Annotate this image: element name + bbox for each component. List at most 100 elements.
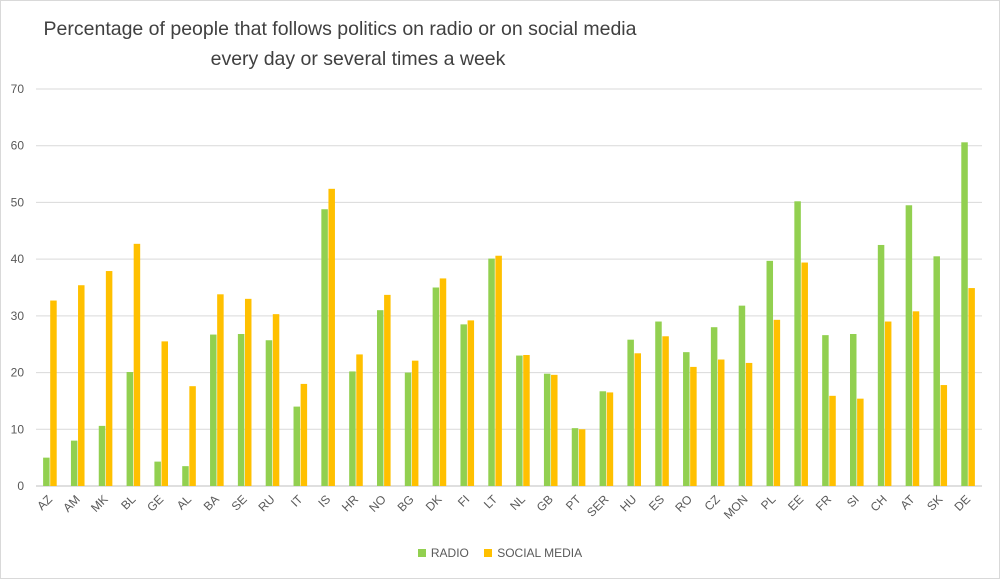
bar-radio-ch	[877, 244, 885, 486]
bar-radio-mon	[738, 305, 746, 486]
x-tick-label: SI	[844, 492, 862, 510]
x-tick-label: SER	[584, 492, 612, 520]
bar-social-media-se	[244, 298, 252, 486]
bar-social-media-mon	[745, 362, 753, 486]
x-tick-label: BL	[118, 492, 139, 513]
bar-social-media-nl	[523, 354, 530, 486]
bar-social-media-ee	[801, 262, 808, 486]
x-tick-label: AT	[897, 492, 918, 513]
bar-radio-is	[321, 209, 328, 486]
bar-social-media-at	[912, 311, 920, 486]
x-tick-label: DE	[952, 492, 974, 514]
y-tick-label: 10	[11, 422, 25, 436]
bar-radio-pt	[571, 428, 579, 486]
bar-social-media-ge	[161, 341, 169, 486]
x-tick-label: BG	[395, 492, 417, 514]
legend: RADIO SOCIAL MEDIA	[0, 545, 1000, 560]
bar-social-media-ch	[884, 321, 892, 486]
bar-social-media-fr	[829, 395, 836, 486]
bar-radio-pl	[766, 260, 774, 486]
bar-social-media-fi	[467, 320, 475, 486]
bar-radio-sk	[933, 256, 940, 486]
bar-radio-de	[961, 142, 968, 486]
y-tick-label: 50	[11, 195, 25, 209]
bar-social-media-bg	[411, 360, 419, 486]
bar-radio-dk	[432, 287, 440, 486]
bar-social-media-it	[300, 383, 308, 486]
x-axis: AZ AM MK BL GE AL BA SE RU IT IS HR NO BG DK FI LT NL GB PT…	[34, 492, 973, 522]
bar-radio-lt	[488, 258, 495, 486]
bar-social-media-pt	[578, 429, 586, 486]
legend-swatch-radio	[417, 549, 426, 558]
bar-radio-bl	[126, 372, 134, 486]
bar-social-media-sk	[940, 385, 948, 486]
x-tick-label: FR	[813, 492, 834, 513]
x-tick-label: IS	[315, 492, 333, 510]
bar-social-media-ser	[606, 392, 614, 486]
bar-social-media-ro	[690, 366, 697, 486]
x-tick-label: GE	[144, 492, 166, 514]
bar-social-media-de	[968, 288, 975, 486]
gridlines	[36, 88, 982, 487]
chart-subtitle: every day or several times a week	[210, 48, 506, 70]
bar-radio-fr	[822, 335, 829, 486]
bar-radio-bg	[404, 372, 412, 486]
x-tick-label: RO	[672, 492, 695, 515]
chart-title-line1: Percentage of people that follows politi…	[43, 18, 637, 40]
bar-social-media-lt	[495, 255, 502, 486]
x-tick-label: HU	[617, 492, 639, 514]
x-tick-label: EE	[785, 492, 806, 513]
x-tick-label: NO	[366, 492, 389, 515]
bar-social-media-mk	[105, 271, 113, 486]
bar-radio-at	[905, 205, 913, 486]
x-tick-label: AZ	[34, 492, 55, 513]
x-tick-label: DK	[423, 492, 445, 514]
x-tick-label: GB	[534, 492, 556, 514]
bar-radio-cz	[710, 327, 718, 486]
bar-radio-mk	[98, 425, 106, 486]
bar-social-media-cz	[717, 359, 725, 486]
bar-radio-ge	[154, 461, 161, 486]
bar-radio-si	[849, 334, 857, 486]
bar-social-media-si	[857, 398, 864, 486]
bar-social-media-es	[662, 336, 669, 486]
bar-social-media-bl	[133, 243, 141, 486]
x-tick-label: ES	[646, 492, 667, 513]
x-tick-label: PT	[563, 492, 584, 513]
x-tick-label: FI	[455, 492, 472, 509]
bar-radio-gb	[543, 373, 551, 486]
x-tick-label: PL	[758, 492, 779, 513]
x-tick-label: BA	[201, 492, 222, 513]
legend-swatch-social-media	[484, 549, 493, 558]
y-tick-label: 40	[11, 252, 25, 266]
x-tick-label: MK	[88, 492, 111, 515]
y-tick-label: 60	[11, 139, 25, 153]
x-tick-label: AM	[60, 492, 83, 515]
bar-radio-nl	[516, 355, 523, 486]
x-tick-label: IT	[288, 492, 306, 510]
x-tick-label: NL	[507, 492, 528, 513]
x-tick-label: SK	[924, 492, 945, 513]
bar-social-media-pl	[773, 319, 781, 486]
bar-social-media-az	[50, 300, 57, 486]
bar-radio-am	[70, 440, 78, 486]
bar-radio-fi	[460, 324, 467, 486]
bar-radio-se	[237, 334, 245, 486]
x-tick-label: LT	[481, 492, 501, 512]
bar-social-media-hu	[634, 353, 642, 486]
bar-radio-hu	[627, 339, 634, 486]
x-tick-label: HR	[339, 492, 361, 514]
x-tick-label: CZ	[702, 492, 723, 513]
bar-radio-ba	[210, 334, 217, 486]
y-tick-label: 30	[11, 309, 25, 323]
bar-radio-ee	[794, 201, 801, 486]
bar-radio-ru	[265, 340, 273, 486]
bar-social-media-hr	[356, 354, 363, 486]
y-tick-label: 70	[11, 82, 25, 96]
bars	[43, 142, 975, 486]
y-tick-label: 20	[11, 366, 25, 380]
bar-radio-ser	[599, 391, 607, 486]
bar-radio-es	[655, 321, 662, 486]
bar-social-media-no	[384, 294, 391, 486]
